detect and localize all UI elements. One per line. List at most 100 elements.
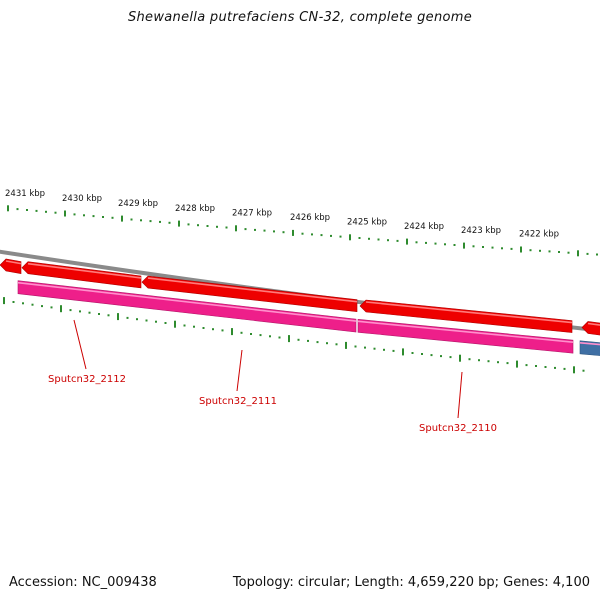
minor-tick (45, 210, 47, 213)
gene-band-reverse-highlight (17, 281, 357, 322)
major-tick (231, 328, 233, 336)
minor-tick (307, 339, 309, 342)
minor-tick (102, 216, 104, 218)
minor-tick (50, 306, 53, 309)
minor-tick (478, 359, 480, 362)
minor-tick (130, 218, 133, 221)
minor-tick (434, 242, 437, 245)
minor-tick (529, 249, 532, 252)
kbp-label: 2429 kbp (118, 199, 158, 209)
gene-band-reverse (17, 280, 357, 333)
minor-tick (383, 348, 385, 351)
minor-tick (501, 247, 503, 250)
gene-arrow-forward (21, 261, 142, 289)
minor-tick (212, 328, 214, 331)
major-tick (292, 229, 294, 236)
minor-tick (387, 239, 389, 242)
minor-tick (73, 213, 76, 216)
minor-tick (330, 234, 332, 237)
major-tick (573, 366, 575, 374)
gene-leader-line (73, 319, 87, 370)
gene-arrow-forward-highlight (27, 262, 142, 279)
minor-tick (168, 221, 171, 224)
minor-tick (159, 220, 161, 223)
minor-tick (254, 228, 256, 231)
kbp-labels: 2431 kbp 2430 kbp 2429 kbp 2428 kbp 2427 kbp… (5, 189, 559, 240)
minor-tick (240, 331, 243, 334)
minor-tick (12, 301, 15, 303)
minor-tick (421, 353, 423, 355)
minor-tick (140, 219, 142, 222)
minor-tick (164, 322, 167, 324)
minor-tick (582, 369, 585, 372)
minor-tick (278, 336, 281, 339)
genome-summary-text: Topology: circular; Length: 4,659,220 bp… (232, 575, 590, 590)
minor-tick (297, 338, 300, 341)
minor-tick (563, 367, 566, 370)
gene-band-reverse-highlight (357, 320, 574, 343)
minor-tick (54, 211, 57, 214)
minor-tick (206, 225, 209, 227)
kbp-label: 2422 kbp (519, 230, 559, 240)
minor-tick (107, 314, 110, 317)
major-tick (406, 238, 408, 245)
major-tick (235, 225, 237, 232)
minor-tick (193, 325, 195, 328)
minor-tick (358, 237, 361, 239)
minor-tick (16, 208, 19, 211)
minor-tick (415, 241, 418, 244)
major-tick (64, 210, 66, 217)
feature-track (0, 258, 600, 356)
minor-tick (411, 352, 414, 354)
minor-tick (567, 251, 570, 254)
gene-arrow-forward-highlight (365, 301, 573, 324)
minor-tick (92, 215, 95, 218)
minor-tick (596, 253, 598, 256)
gene-arrow-forward (359, 299, 573, 333)
gene-band-reverse (357, 318, 574, 354)
minor-tick (392, 349, 395, 352)
major-tick (516, 360, 518, 368)
minor-tick (225, 226, 228, 229)
gene-leader-line (457, 371, 463, 419)
minor-tick (335, 343, 338, 346)
minor-tick (145, 319, 148, 322)
tick-row-outer (7, 205, 598, 257)
minor-tick (453, 244, 456, 246)
minor-tick (320, 234, 323, 237)
major-tick (3, 297, 5, 305)
minor-tick (183, 324, 186, 327)
minor-tick (202, 327, 205, 329)
kbp-label: 2425 kbp (347, 218, 387, 228)
minor-tick (221, 329, 224, 332)
minor-tick (126, 316, 129, 319)
minor-tick (449, 356, 452, 359)
minor-tick (83, 214, 85, 217)
minor-tick (259, 334, 262, 337)
minor-tick (69, 309, 72, 312)
minor-tick (468, 358, 471, 361)
minor-tick (354, 345, 357, 348)
major-tick (349, 234, 351, 241)
minor-tick (586, 252, 589, 255)
accession-text: Accession: NC_009438 (9, 575, 157, 590)
minor-tick (31, 303, 34, 306)
major-tick (463, 242, 465, 249)
kbp-label: 2426 kbp (290, 213, 330, 223)
major-tick (174, 320, 176, 328)
minor-tick (554, 366, 556, 369)
minor-tick (373, 347, 376, 350)
minor-tick (269, 335, 271, 338)
minor-tick (35, 209, 38, 212)
gene-band-other-highlight (579, 342, 600, 346)
minor-tick (425, 241, 427, 244)
kbp-label: 2428 kbp (175, 204, 215, 214)
minor-tick (136, 318, 138, 321)
major-tick (577, 250, 579, 257)
minor-tick (326, 342, 328, 345)
major-tick (288, 335, 290, 343)
gene-arrow-forward-highlight (147, 277, 358, 303)
minor-tick (316, 341, 319, 344)
gene-arrow-forward-highlight (5, 260, 22, 265)
